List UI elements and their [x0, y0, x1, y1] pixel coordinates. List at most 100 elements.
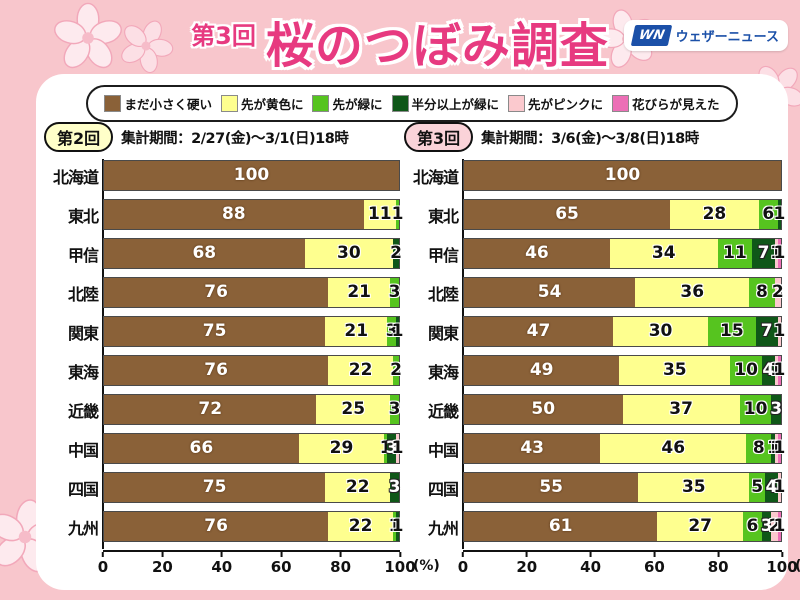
axis-tick-label: 60 [270, 558, 292, 576]
bar-row: 関東 47 30 15 7 1 [404, 316, 785, 347]
bar-segment: 1 [773, 512, 785, 541]
bar-segment: 49 [464, 356, 620, 385]
bar-value: 100 [233, 165, 270, 185]
bar-track: 55 35 5 4 1 [463, 472, 785, 503]
bar-segment: 88 [104, 200, 364, 229]
bar-segment: 76 [104, 278, 329, 307]
bar-value: 3 [385, 438, 398, 458]
bar-value: 1 [391, 321, 404, 341]
bar-value: 1 [773, 438, 786, 458]
legend-swatch [104, 95, 122, 112]
bar-segment: 1 [773, 317, 785, 346]
bar-track: 50 37 10 3 [463, 394, 782, 425]
bar-value: 29 [329, 438, 354, 458]
bar-track: 61 27 6 3 2 1 [463, 511, 785, 542]
bar-segment: 55 [464, 473, 639, 502]
bar-segment: 61 [464, 512, 658, 541]
chart-survey-3-header: 第3回 集計期間：3/6(金)～3/8(日)18時 [404, 122, 782, 152]
bar-row: 四国 55 35 5 4 1 [404, 472, 785, 503]
bar-value: 10 [734, 360, 758, 380]
bar-value: 3 [388, 477, 401, 497]
bar-segment: 47 [464, 317, 613, 346]
bar-value: 36 [680, 282, 705, 302]
bar-value: 100 [604, 165, 641, 185]
bar-value: 22 [348, 516, 373, 536]
page-title: 第3回 桜のつぼみ調査 [0, 6, 800, 76]
bar-value: 1 [388, 516, 401, 536]
bar-segment: 22 [328, 512, 394, 541]
axis-tick-label: 0 [457, 558, 469, 576]
bar-segment: 54 [464, 278, 636, 307]
bar-row: 東北 65 28 6 1 [404, 199, 785, 230]
bar-value: 3 [770, 399, 783, 419]
bar-row: 北海道 100 [44, 160, 400, 191]
bar-segment: 1 [392, 317, 403, 346]
bar-row: 東北 88 11 1 [44, 199, 403, 230]
legend-item: 花びらが見えた [612, 94, 720, 113]
region-label: 東海 [427, 362, 459, 382]
axis-tick: 20 [516, 552, 537, 576]
bar-value: 61 [548, 516, 573, 536]
bar-value: 22 [345, 477, 370, 497]
legend-label: 半分以上が緑に [411, 97, 500, 112]
bar-value: 25 [341, 399, 366, 419]
bar-value: 27 [688, 516, 712, 536]
bar-value: 2 [768, 516, 781, 536]
chart-survey-3: 第3回 集計期間：3/6(金)～3/8(日)18時 北海道 100 東北 65 28 6 1… [404, 122, 800, 578]
axis-tick-mark [339, 552, 342, 557]
bar-track: 75 22 3 [103, 472, 400, 503]
bar-track: 76 22 1 1 [103, 511, 403, 542]
bar-track: 54 36 8 2 [463, 277, 784, 308]
axis-unit-label: (%) [413, 558, 440, 574]
chart-survey-2-header: 第2回 集計期間：2/27(金)～3/1(日)18時 [44, 122, 400, 152]
bar-segment: 3 [385, 434, 398, 463]
region-label: 近畿 [67, 401, 99, 421]
bar-segment: 21 [325, 317, 388, 346]
bar-row: 甲信 46 34 11 7 1 1 [404, 238, 785, 269]
axis-tick: 20 [152, 552, 173, 576]
legend-swatch [391, 95, 409, 112]
bar-segment: 30 [612, 317, 709, 346]
bar-value: 72 [198, 399, 223, 419]
bar-segment: 3 [389, 278, 400, 307]
bar-segment: 37 [622, 395, 740, 424]
bar-segment: 11 [363, 200, 397, 229]
axis-tick: 0 [458, 552, 468, 576]
legend-swatch [312, 95, 330, 112]
bar-segment: 25 [316, 395, 391, 424]
bar-row: 中国 43 46 8 1 1 1 [404, 433, 786, 464]
axis-tick-mark [781, 552, 783, 557]
bar-value: 21 [344, 321, 369, 341]
bar-track: 46 34 11 7 1 1 [463, 238, 785, 269]
bar-track: 100 [103, 160, 400, 191]
bar-value: 7 [760, 321, 773, 341]
bar-rows: 北海道 100 東北 88 11 1 甲信 68 30 2 北陸 76 21 3 関東 75 21 3 1 東海 76 2… [44, 159, 403, 549]
bar-segment: 6 [742, 512, 762, 541]
axis-tick: 100 [384, 552, 416, 576]
bar-value: 34 [651, 243, 676, 263]
bar-value: 46 [661, 438, 686, 458]
bar-value: 1 [391, 438, 404, 458]
bar-segment: 2 [390, 239, 402, 268]
bar-value: 28 [702, 204, 727, 224]
region-label: 関東 [427, 323, 459, 343]
bar-segment: 1 [770, 434, 782, 463]
bar-segment: 100 [104, 161, 399, 190]
bar-segment: 1 [773, 200, 785, 229]
bar-track: 88 11 1 [103, 199, 403, 230]
bar-track: 76 21 3 [103, 277, 400, 308]
axis-tick-mark [462, 552, 464, 557]
bar-value: 7 [757, 243, 770, 263]
weathernews-logo-icon: WN [631, 25, 673, 46]
axis-tick-mark [102, 552, 104, 557]
bar-row: 関東 75 21 3 1 [44, 316, 403, 347]
bar-row: 近畿 50 37 10 3 [404, 394, 782, 425]
legend-item: 先が緑に [312, 94, 383, 113]
bar-value: 1 [770, 243, 783, 263]
legend-label: 先が緑に [332, 97, 383, 112]
x-axis: 0 20 40 60 80 100(%) [458, 550, 800, 578]
bar-segment: 1 [767, 434, 779, 463]
bar-track: 47 30 15 7 1 [463, 316, 785, 347]
bar-track: 72 25 3 [103, 394, 400, 425]
